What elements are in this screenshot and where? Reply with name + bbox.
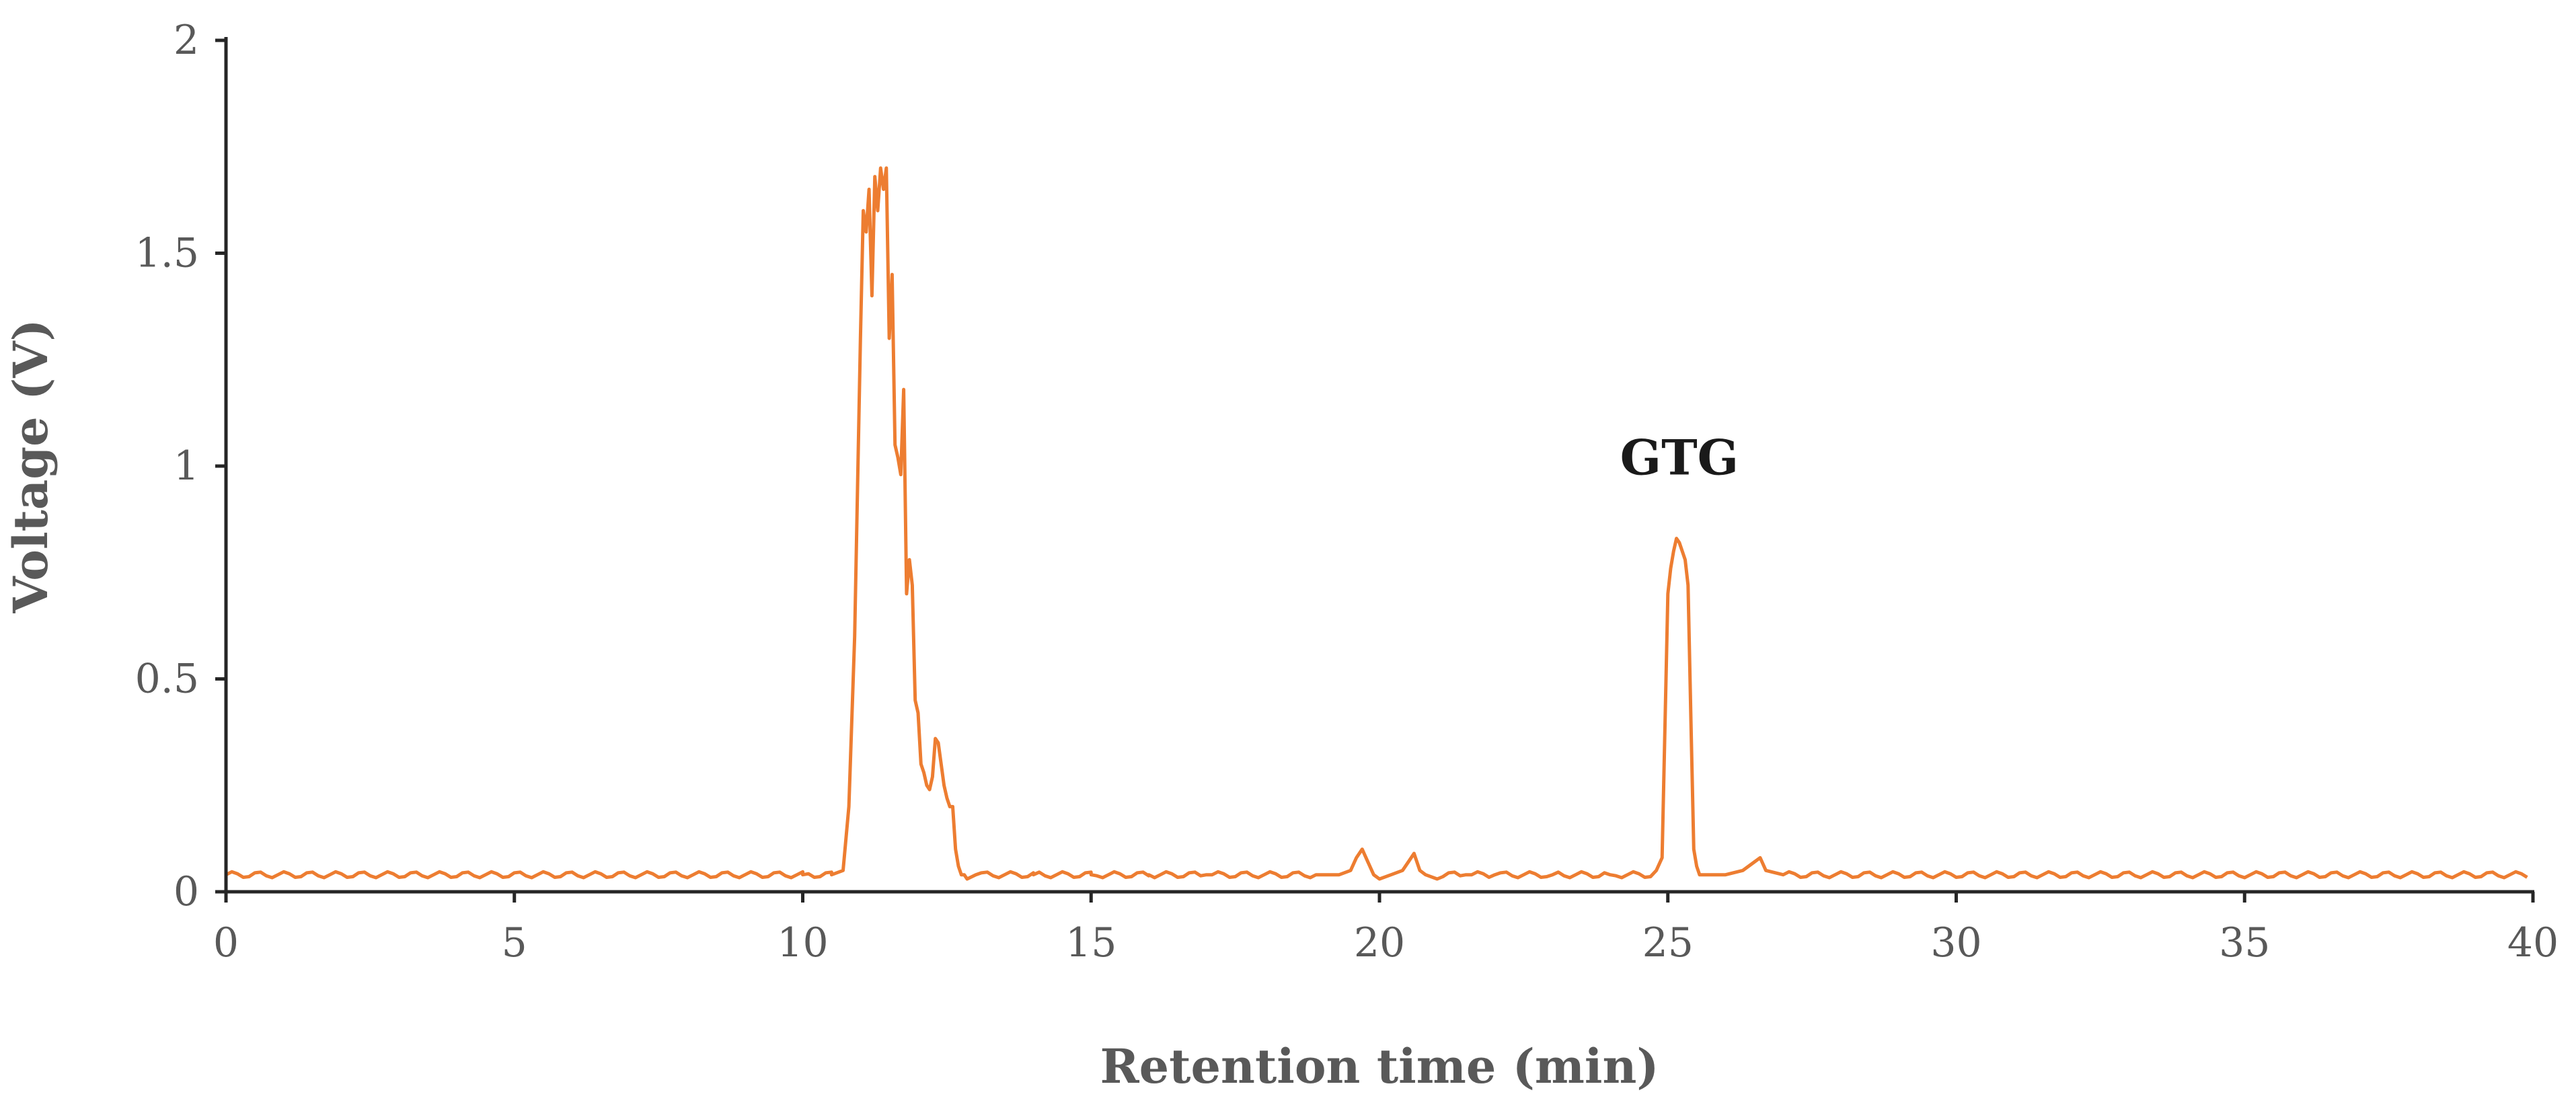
x-axis-title: Retention time (min) [1100, 1038, 1659, 1094]
annotations: GTG [1620, 429, 1739, 486]
y-tick-label: 0 [174, 868, 199, 915]
x-tick-label: 0 [213, 919, 239, 966]
y-tick-label: 1 [174, 443, 199, 490]
y-tick-label: 0.5 [135, 656, 199, 703]
x-tick-label: 25 [1642, 919, 1694, 966]
x-tick-label: 20 [1354, 919, 1405, 966]
x-tick-label: 10 [777, 919, 828, 966]
signal-line-group [225, 166, 2528, 881]
signal-line [225, 166, 2528, 881]
x-tick-label: 40 [2507, 919, 2559, 966]
y-axis-title: Voltage (V) [3, 319, 59, 613]
axes [224, 37, 2534, 894]
x-ticks: 0 5 10 15 20 25 30 35 40 [213, 892, 2559, 966]
x-tick-label: 30 [1930, 919, 1981, 966]
x-tick-label: 5 [502, 919, 527, 966]
y-ticks: 0 0.5 1 1.5 2 [135, 17, 226, 915]
x-tick-label: 35 [2219, 919, 2270, 966]
y-tick-label: 2 [174, 17, 199, 64]
x-tick-label: 15 [1065, 919, 1116, 966]
y-tick-label: 1.5 [135, 230, 199, 277]
peak-annotation: GTG [1620, 429, 1739, 486]
